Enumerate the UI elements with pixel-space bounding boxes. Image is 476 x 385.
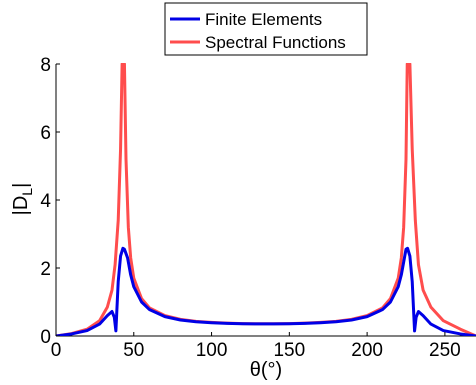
legend-box [164, 2, 368, 56]
x-axis-ticks: 0 50 100 150 200 250 [51, 332, 461, 361]
y-tick-label: 6 [40, 123, 51, 144]
series-layer [56, 63, 476, 336]
series-line-finite-elements [56, 246, 476, 336]
legend-label-finite-elements: Finite Elements [205, 10, 322, 29]
x-tick-label: 250 [429, 340, 461, 361]
legend: Finite Elements Spectral Functions [164, 2, 368, 56]
y-tick-label: 4 [40, 191, 51, 212]
y-axis-label: |DL| [10, 183, 35, 216]
x-axis-label: θ(°) [250, 359, 282, 381]
x-tick-label: 150 [273, 340, 305, 361]
legend-label-spectral-functions: Spectral Functions [205, 33, 346, 52]
y-axis-ticks: 0 2 4 6 8 [40, 55, 60, 348]
y-tick-label: 0 [40, 327, 51, 348]
x-tick-label: 100 [196, 340, 228, 361]
y-tick-label: 8 [40, 55, 51, 76]
x-tick-label: 0 [51, 340, 62, 361]
x-tick-label: 200 [351, 340, 383, 361]
y-tick-label: 2 [40, 259, 51, 280]
x-tick-label: 50 [123, 340, 144, 361]
